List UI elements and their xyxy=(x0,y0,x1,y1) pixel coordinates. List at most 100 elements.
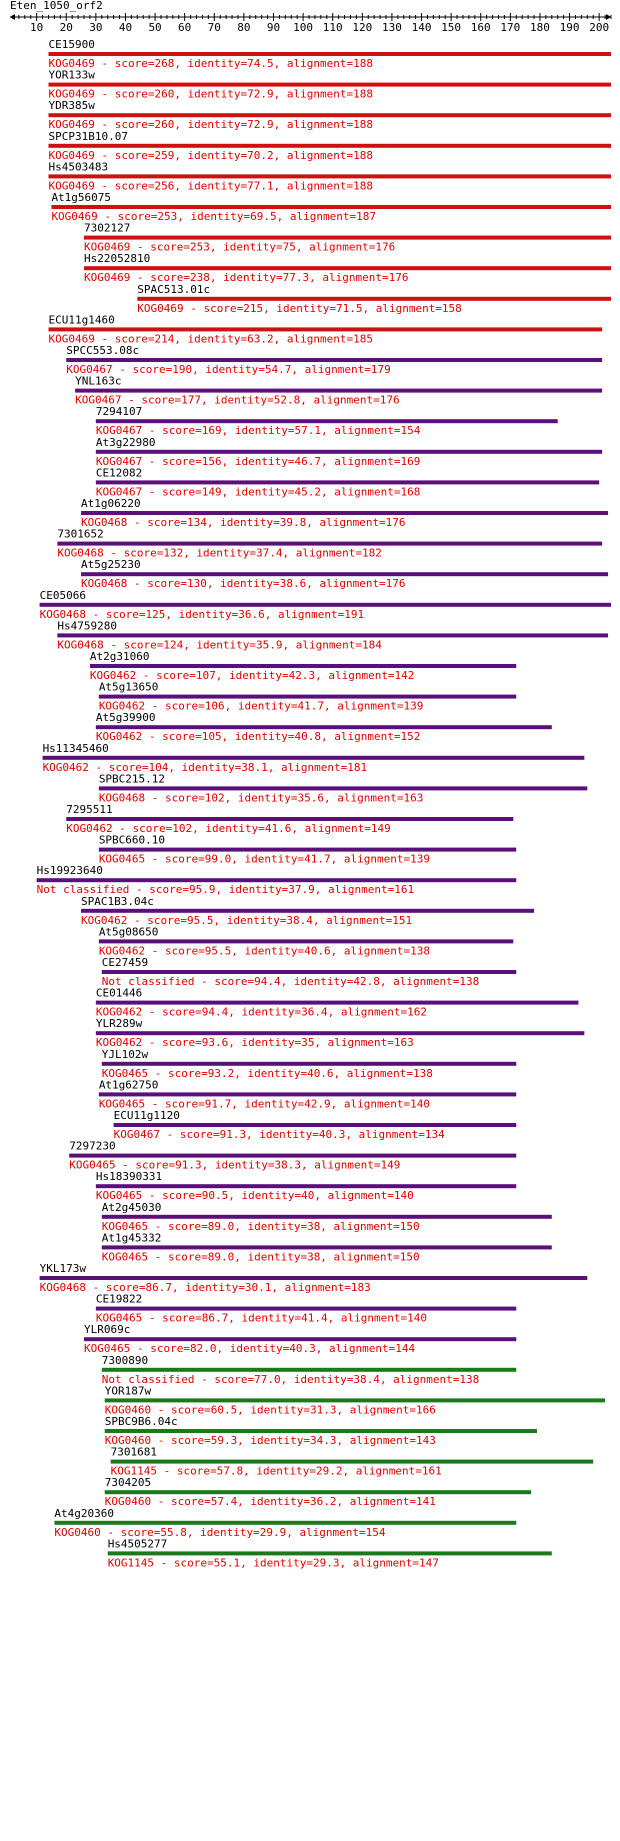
hit-description: KOG0460 - score=59.3, identity=34.3, ali… xyxy=(105,1434,436,1447)
hit-row: SPCP31B10.07 KOG0469 - score=259, identit… xyxy=(48,130,612,162)
hit-bar xyxy=(98,1092,517,1097)
hit-name: Hs22052810 xyxy=(84,252,150,265)
hit-bar xyxy=(69,1153,517,1158)
hit-row: Hs4505277 KOG1145 - score=55.1, identity=… xyxy=(107,1537,552,1569)
hit-row: Hs18390331 KOG0465 - score=90.5, identity… xyxy=(95,1170,517,1202)
hit-name: Hs19923640 xyxy=(37,864,103,877)
hit-name: At5g13650 xyxy=(99,681,159,694)
hit-name: At1g06220 xyxy=(81,497,141,510)
hit-bar xyxy=(104,1490,532,1495)
hit-bar xyxy=(42,755,585,760)
hit-description: KOG0460 - score=60.5, identity=31.3, ali… xyxy=(105,1403,436,1416)
hit-row: SPAC513.01c KOG0469 - score=215, identity… xyxy=(137,283,611,315)
hit-description: KOG0468 - score=124, identity=35.9, alig… xyxy=(57,638,382,651)
hit-description: KOG0462 - score=104, identity=38.1, alig… xyxy=(43,761,368,774)
hit-name: 7294107 xyxy=(96,405,142,418)
hit-description: KOG0469 - score=215, identity=71.5, alig… xyxy=(137,302,462,315)
hit-name: SPBC9B6.04c xyxy=(105,1415,178,1428)
hit-row: YOR187w KOG0460 - score=60.5, identity=31… xyxy=(104,1384,606,1416)
hit-bar xyxy=(75,388,603,393)
hit-description: KOG1145 - score=55.1, identity=29.3, ali… xyxy=(108,1556,439,1569)
hit-name: ECU11g1460 xyxy=(48,313,114,326)
hit-description: KOG0462 - score=106, identity=41.7, alig… xyxy=(99,700,424,713)
hit-description: KOG0468 - score=125, identity=36.6, alig… xyxy=(40,608,365,621)
hit-name: Hs4759280 xyxy=(57,619,117,632)
axis-right-arrow xyxy=(606,14,611,20)
hit-bar xyxy=(81,908,535,913)
hit-name: YNL163c xyxy=(75,375,121,388)
hit-bar xyxy=(95,1000,579,1005)
tick-label: 190 xyxy=(560,21,580,34)
hit-description: Not classified - score=94.4, identity=42… xyxy=(102,975,480,988)
hit-description: KOG0467 - score=91.3, identity=40.3, ali… xyxy=(114,1128,446,1141)
hit-description: KOG0468 - score=102, identity=35.6, alig… xyxy=(99,791,424,804)
hit-description: KOG0465 - score=90.5, identity=40, align… xyxy=(96,1189,414,1202)
hit-bar xyxy=(66,358,603,362)
hit-name: YLR289w xyxy=(96,1017,143,1030)
hit-description: KOG0467 - score=177, identity=52.8, alig… xyxy=(75,394,400,407)
hit-row: SPCC553.08c KOG0467 - score=190, identity… xyxy=(66,344,603,376)
hit-bar xyxy=(98,694,517,699)
hit-bar xyxy=(84,1337,517,1342)
hit-row: YKL173w KOG0468 - score=86.7, identity=30… xyxy=(39,1262,588,1294)
hit-bar xyxy=(107,1551,552,1556)
hit-description: KOG0468 - score=130, identity=38.6, alig… xyxy=(81,577,406,590)
hit-bar xyxy=(98,939,514,944)
hit-row: 7304205 KOG0460 - score=57.4, identity=36… xyxy=(104,1476,532,1508)
hit-description: KOG0468 - score=134, identity=39.8, alig… xyxy=(81,516,406,529)
hit-row: At3g22980 KOG0467 - score=156, identity=4… xyxy=(95,436,603,468)
hit-bar xyxy=(95,449,603,454)
hit-name: At5g25230 xyxy=(81,558,141,571)
hit-description: Not classified - score=95.9, identity=37… xyxy=(37,883,415,896)
tick-label: 140 xyxy=(412,21,432,34)
hit-description: KOG0460 - score=55.8, identity=29.9, ali… xyxy=(54,1526,386,1539)
hit-description: KOG0462 - score=105, identity=40.8, alig… xyxy=(96,730,421,743)
hit-name: Hs11345460 xyxy=(43,742,109,755)
hit-name: CE01446 xyxy=(96,987,142,1000)
hit-bar xyxy=(84,266,612,271)
tick-label: 50 xyxy=(148,21,161,34)
hit-name: SPCC553.08c xyxy=(66,344,139,357)
hit-description: KOG0462 - score=93.6, identity=35, align… xyxy=(96,1036,414,1049)
hit-row: Hs11345460 KOG0462 - score=104, identity=… xyxy=(42,742,585,774)
hit-row: Hs4759280 KOG0468 - score=124, identity=3… xyxy=(57,619,609,651)
hit-description: KOG0462 - score=95.5, identity=38.4, ali… xyxy=(81,914,412,927)
hit-bar xyxy=(84,235,612,240)
hit-row: 7301681 KOG1145 - score=57.8, identity=29… xyxy=(110,1446,594,1478)
hit-bar xyxy=(95,1031,585,1036)
hit-row: YOR133w KOG0469 - score=260, identity=72.… xyxy=(48,69,612,101)
hit-description: KOG0469 - score=214, identity=63.2, alig… xyxy=(48,332,373,345)
hit-description: KOG0469 - score=260, identity=72.9, alig… xyxy=(48,118,373,131)
tick-label: 160 xyxy=(471,21,491,34)
hit-bar xyxy=(57,541,603,546)
hit-row: 7301652 KOG0468 - score=132, identity=37.… xyxy=(57,528,603,560)
tick-label: 200 xyxy=(589,21,609,34)
hit-name: YOR133w xyxy=(48,69,95,82)
hit-row: CE15900 KOG0469 - score=268, identity=74.… xyxy=(48,38,612,70)
hit-row: At1g06220 KOG0468 - score=134, identity=3… xyxy=(81,497,609,529)
hit-name: YDR385w xyxy=(48,99,95,112)
hit-row: YJL102w KOG0465 - score=93.2, identity=40… xyxy=(101,1048,517,1080)
hit-name: At2g45030 xyxy=(102,1201,162,1214)
hit-row: At5g13650 KOG0462 - score=106, identity=4… xyxy=(98,681,517,713)
hit-name: CE12082 xyxy=(96,466,142,479)
hit-row: At1g56075 KOG0469 - score=253, identity=6… xyxy=(51,191,611,223)
hit-bar xyxy=(104,1429,537,1433)
hit-name: At5g08650 xyxy=(99,925,159,938)
hit-bar xyxy=(57,633,609,638)
tick-label: 30 xyxy=(89,21,102,34)
hit-description: KOG0469 - score=253, identity=75, alignm… xyxy=(84,241,395,254)
hit-row: YLR069c KOG0465 - score=82.0, identity=40… xyxy=(84,1323,517,1355)
tick-label: 100 xyxy=(293,21,313,34)
hit-bar xyxy=(66,817,514,821)
hit-bar xyxy=(81,572,609,577)
tick-label: 110 xyxy=(323,21,343,34)
hit-bar xyxy=(54,1520,517,1525)
tick-label: 170 xyxy=(500,21,520,34)
hit-name: 7302127 xyxy=(84,222,130,235)
hit-description: KOG0465 - score=86.7, identity=41.4, ali… xyxy=(96,1312,427,1325)
hit-bar xyxy=(137,296,611,301)
hit-bar xyxy=(95,1184,517,1189)
hit-name: At1g56075 xyxy=(51,191,111,204)
hit-description: KOG0465 - score=91.7, identity=42.9, ali… xyxy=(99,1097,430,1110)
